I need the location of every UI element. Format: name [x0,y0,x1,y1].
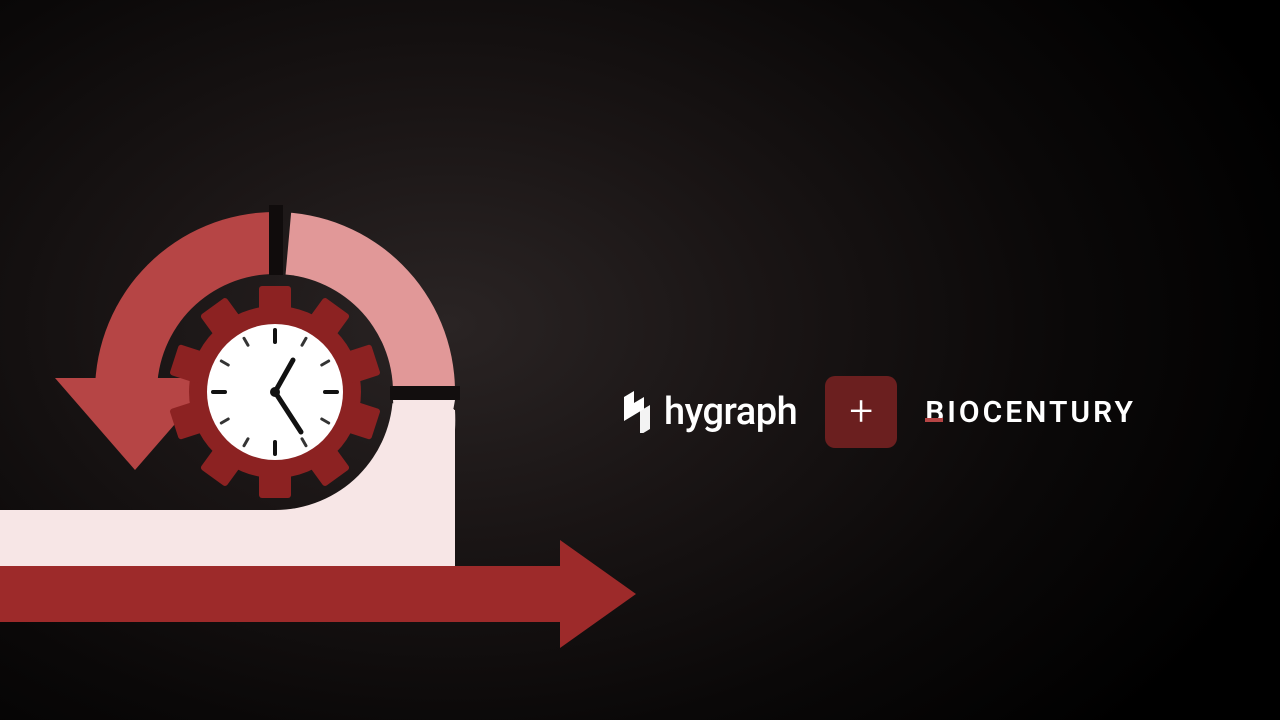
hygraph-mark-icon [620,391,654,433]
ring-gap-right [390,386,460,400]
hygraph-logo: hygraph [620,390,797,434]
plus-label: + [849,391,873,433]
agile-diagram [0,0,1280,720]
hygraph-wordmark: hygraph [664,390,797,434]
biocentury-wordmark: BIOCENTURY [925,395,1136,430]
plus-badge: + [825,376,897,448]
ring-gap-top [269,205,283,275]
clock-icon [207,324,343,460]
logo-row: hygraph + BIOCENTURY [620,376,1136,448]
